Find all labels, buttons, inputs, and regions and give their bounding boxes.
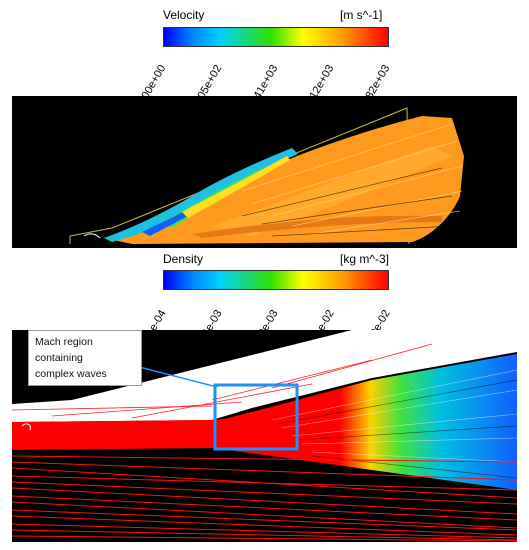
density-plume-graphic	[12, 330, 517, 542]
density-colorbar-unit: [kg m^-3]	[340, 252, 389, 266]
velocity-contour-plot	[12, 96, 517, 248]
callout-line: containing	[35, 352, 83, 364]
callout-line: complex waves	[35, 368, 107, 380]
callout-line: Mach region	[35, 336, 93, 348]
density-colorbar-title: Density	[163, 252, 204, 266]
mach-region-callout: Mach region containing complex waves	[28, 330, 142, 386]
velocity-colorbar	[163, 27, 389, 47]
density-contour-plot	[12, 330, 517, 542]
density-colorbar	[163, 270, 389, 290]
velocity-plume-graphic	[69, 107, 464, 245]
velocity-colorbar-title: Velocity	[163, 8, 205, 22]
mach-region-highlight-box	[213, 383, 299, 451]
velocity-colorbar-unit: [m s^-1]	[340, 8, 383, 22]
